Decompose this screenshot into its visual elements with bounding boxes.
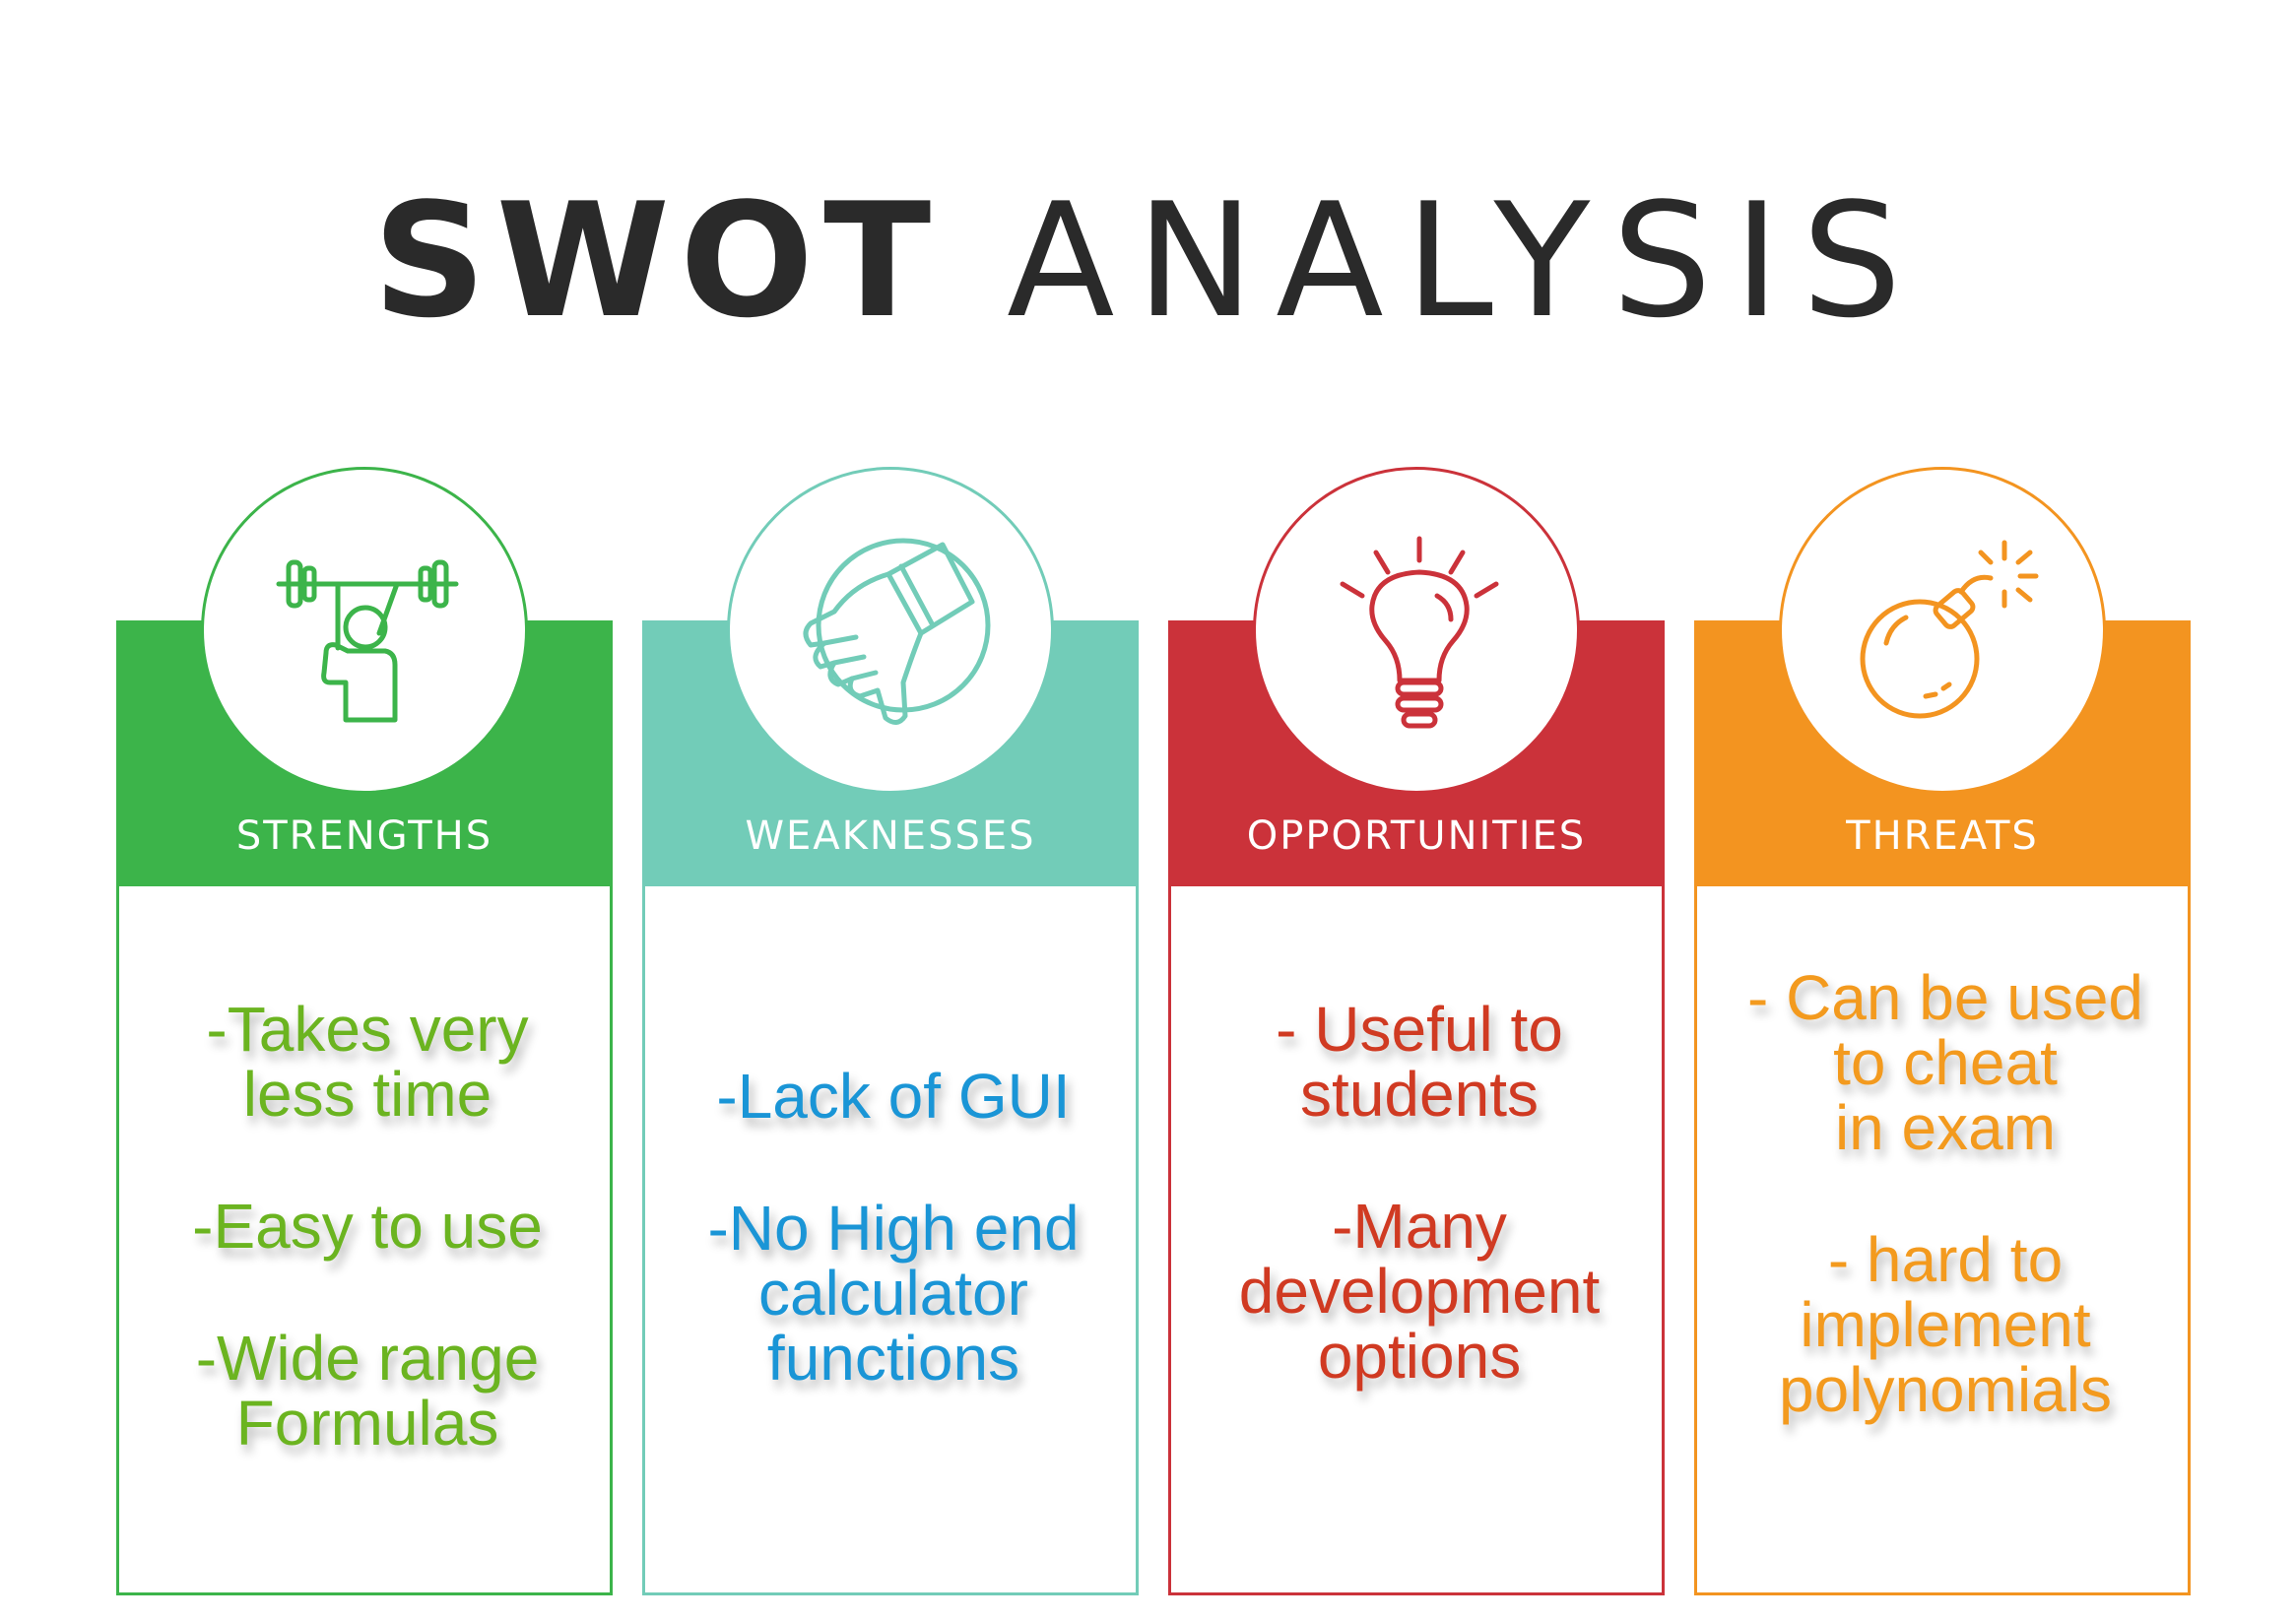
thumbs-down-icon <box>803 538 991 725</box>
threats-point: - hard to implement polynomials <box>1779 1224 2112 1425</box>
strengths-point: -Takes very less time <box>206 994 529 1130</box>
strengths-body: -Takes very less time -Easy to use -Wide… <box>116 886 613 1595</box>
page-title: SWOT ANALYSIS <box>0 182 2296 340</box>
weaknesses-heading: WEAKNESSES <box>745 813 1036 859</box>
threats-body: - Can be used to cheat in exam - hard to… <box>1694 886 2191 1595</box>
weaknesses-points: -Lack of GUI -No High end calculator fun… <box>645 1064 1142 1391</box>
threats-column: - Can be used to cheat in exam - hard to… <box>1694 467 2191 1595</box>
threats-points: - Can be used to cheat in exam - hard to… <box>1697 965 2194 1422</box>
opportunities-icon-circle <box>1253 467 1580 794</box>
weaknesses-body: -Lack of GUI -No High end calculator fun… <box>642 886 1139 1595</box>
strengths-point: -Easy to use <box>192 1191 543 1262</box>
strengths-column: -Takes very less time -Easy to use -Wide… <box>116 467 613 1595</box>
strengths-heading: STRENGTHS <box>235 813 493 859</box>
opportunities-point: -Many development options <box>1238 1191 1601 1392</box>
weaknesses-column: -Lack of GUI -No High end calculator fun… <box>642 467 1139 1595</box>
threats-heading: THREATS <box>1846 813 2039 859</box>
lightbulb-icon <box>1340 536 1499 729</box>
weaknesses-point: -Lack of GUI <box>716 1061 1071 1132</box>
opportunities-points: - Useful to students -Many development o… <box>1171 997 1668 1389</box>
opportunities-body: - Useful to students -Many development o… <box>1168 886 1665 1595</box>
strengths-point: -Wide range Formulas <box>195 1323 540 1459</box>
weightlifter-icon <box>276 559 459 723</box>
strengths-points: -Takes very less time -Easy to use -Wide… <box>119 997 616 1456</box>
weaknesses-icon-circle <box>727 467 1054 794</box>
opportunities-column: - Useful to students -Many development o… <box>1168 467 1665 1595</box>
weaknesses-point: -No High end calculator functions <box>707 1193 1080 1394</box>
strengths-icon-circle <box>201 467 528 794</box>
title-light: ANALYSIS <box>1007 168 1924 353</box>
threats-point: - Can be used to cheat in exam <box>1746 962 2144 1163</box>
bomb-icon <box>1860 540 2039 719</box>
title-bold: SWOT <box>372 168 942 353</box>
threats-icon-circle <box>1779 467 2106 794</box>
opportunities-point: - Useful to students <box>1276 994 1563 1130</box>
opportunities-heading: OPPORTUNITIES <box>1246 813 1587 859</box>
